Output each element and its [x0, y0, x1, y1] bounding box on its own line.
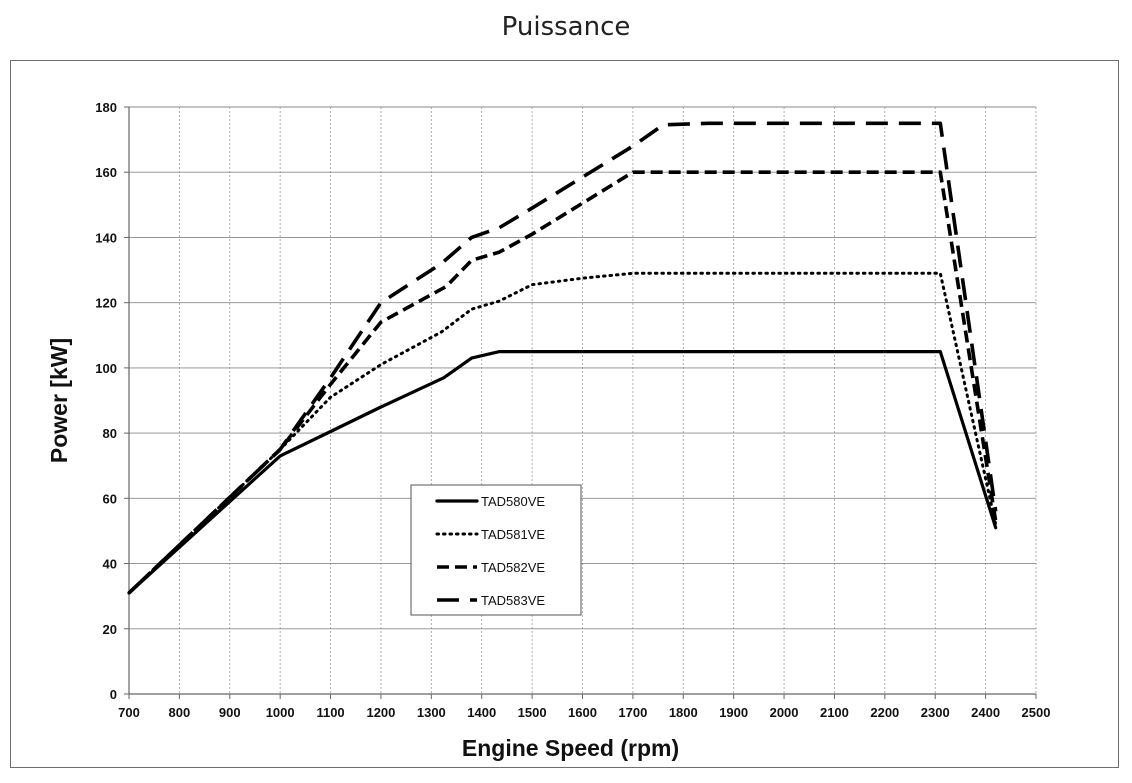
series-line-tad583ve [127, 121, 998, 595]
y-tick-label: 140 [95, 230, 117, 245]
series-line-tad580ve [127, 350, 998, 595]
y-tick-label: 60 [103, 491, 117, 506]
x-tick-label: 1400 [467, 705, 496, 720]
x-tick-label: 800 [169, 705, 191, 720]
legend: TAD580VE TAD581VE TAD582VE TAD583VE [410, 484, 582, 616]
legend-label-tad583ve: TAD583VE [481, 593, 545, 608]
y-axis-title: Power [kW] [46, 338, 72, 463]
y-tick-label: 100 [95, 361, 117, 376]
y-tick-label: 180 [95, 100, 117, 115]
page-title: Puissance [501, 12, 631, 42]
x-tick-label: 2500 [1022, 705, 1051, 720]
power-curve-chart: 700 800 900 1000 1100 1200 1300 1400 1500 1600 170… [46, 100, 1050, 761]
x-tick-label: 2200 [870, 705, 899, 720]
x-tick-label: 1300 [417, 705, 446, 720]
tick-labels: 700 800 900 1000 1100 1200 1300 1400 1500 1600 170… [95, 100, 1050, 720]
x-tick-label: 900 [219, 705, 241, 720]
x-tick-label: 1500 [518, 705, 547, 720]
chart-frame: 700 800 900 1000 1100 1200 1300 1400 1500 1600 170… [10, 60, 1119, 768]
x-tick-label: 1700 [618, 705, 647, 720]
x-axis-title: Engine Speed (rpm) [462, 735, 679, 761]
series-line-tad581ve [127, 271, 998, 595]
x-tick-label: 1100 [316, 705, 344, 720]
x-tick-label: 2000 [770, 705, 799, 720]
grid-layer [129, 106, 1037, 694]
series-layer [127, 121, 998, 595]
series-line-tad582ve [127, 170, 998, 595]
x-tick-label: 1000 [266, 705, 295, 720]
legend-label-tad581ve: TAD581VE [481, 527, 545, 542]
x-tick-label: 2400 [971, 705, 1000, 720]
x-tick-label: 1800 [669, 705, 698, 720]
y-tick-label: 40 [103, 557, 117, 572]
y-tick-label: 160 [95, 165, 117, 180]
legend-label-tad582ve: TAD582VE [481, 560, 545, 575]
y-tick-label: 120 [95, 296, 117, 311]
y-tick-label: 80 [103, 426, 117, 441]
legend-label-tad580ve: TAD580VE [481, 494, 545, 509]
y-tick-label: 20 [103, 622, 117, 637]
x-tick-label: 1900 [719, 705, 748, 720]
x-tick-label: 2300 [921, 705, 950, 720]
x-tick-label: 1200 [366, 705, 395, 720]
y-tick-label: 0 [110, 687, 117, 702]
x-tick-label: 700 [118, 705, 140, 720]
x-tick-label: 1600 [568, 705, 597, 720]
legend-box [410, 484, 582, 616]
x-tick-label: 2100 [820, 705, 849, 720]
